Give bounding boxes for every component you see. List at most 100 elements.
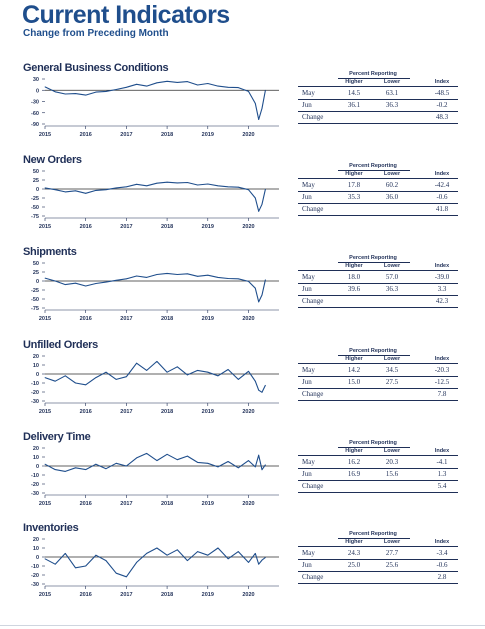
y-tick-label: -25 [31,196,39,202]
data-point [261,294,263,296]
y-tick-label: -30 [31,100,39,106]
data-point [166,453,168,455]
data-point [187,560,188,561]
column-lower: Lower [383,79,401,85]
may-higher-value: 14.5 [347,89,361,97]
change-index-value: 41.8 [435,205,449,213]
table-rule [298,492,458,493]
x-tick-label: 2016 [80,132,92,138]
indicator-panel: Unfilled Orders 20 10 0 -10 -20 -30 2015 2016 201… [0,339,485,425]
column-lower: Lower [383,448,401,454]
x-tick-label: 2018 [161,316,173,322]
data-point [217,547,219,549]
data-point [115,379,117,380]
table-rule [298,111,458,112]
data-point [176,182,178,184]
x-tick-label: 2017 [120,316,132,322]
data-point [64,553,66,554]
column-higher: Higher [345,79,363,85]
x-tick-label: 2017 [120,224,132,230]
data-point [265,279,266,281]
data-point [207,462,209,464]
data-point [227,186,229,188]
x-tick-label: 2018 [161,501,173,507]
column-index: Index [434,79,450,85]
data-point [105,468,107,470]
column-index: Index [434,448,450,454]
data-point [197,275,199,277]
data-point [156,274,158,275]
data-point [227,558,229,560]
may-index-value: -42.4 [434,181,450,189]
table-rule [298,546,458,547]
data-point [254,197,256,199]
y-tick-label: 10 [33,546,39,552]
may-index-value: -20.3 [434,366,450,374]
data-point [105,189,107,191]
table-rule [298,295,458,296]
data-point [254,102,256,104]
x-tick-label: 2018 [161,409,173,415]
data-point [75,282,76,284]
x-tick-label: 2020 [242,409,254,415]
data-point [265,188,266,190]
data-point [265,557,266,558]
y-tick-label: 0 [36,555,39,561]
indicator-panel: Delivery Time 20 10 0 -10 -20 -30 2015 2016 2017 2… [0,431,485,517]
data-point [95,190,97,191]
x-tick-label: 2020 [242,501,254,507]
data-point [105,281,107,283]
data-point [125,278,127,280]
y-tick-label: -10 [31,564,39,570]
data-point [146,453,148,454]
data-point [44,86,46,88]
table-rule [298,283,458,284]
y-tick-label: 30 [33,77,39,83]
row-label-may: May [302,89,315,97]
data-point [217,466,219,468]
data-point [176,274,178,275]
data-point [146,85,148,87]
jun-lower-value: 36.3 [385,285,399,293]
x-tick-label: 2020 [242,132,254,138]
jun-higher-value: 35.3 [347,193,361,201]
table-rule [298,583,458,584]
jun-higher-value: 39.6 [347,285,361,293]
bottom-divider [0,625,485,626]
change-index-value: 42.3 [435,297,449,305]
data-point [95,91,97,93]
x-tick-label: 2019 [202,592,214,598]
data-point [207,83,209,84]
chart-title: Unfilled Orders [23,339,98,351]
data-point [254,380,256,382]
table-rule [298,400,458,401]
table-rule [298,363,458,364]
data-point [105,90,107,92]
x-tick-label: 2017 [120,132,132,138]
data-point [156,460,158,461]
data-point [176,366,178,368]
data-point [125,376,127,378]
data-point [75,190,76,192]
data-point [44,558,46,560]
data-point [146,185,148,187]
y-tick-label: 20 [33,537,39,543]
y-tick-label: -10 [31,381,39,387]
change-index-value: 5.4 [437,482,447,490]
jun-higher-value: 15.0 [347,378,361,386]
data-point [207,371,209,373]
data-point [254,287,256,289]
x-tick-label: 2019 [202,224,214,230]
data-point [156,182,158,184]
data-point [248,370,249,372]
data-point [54,469,56,470]
column-index: Index [434,539,450,545]
data-point [146,553,148,554]
data-point [265,384,266,386]
data-point [136,562,137,563]
table-group-header: Percent Reporting [349,531,397,537]
table-group-header: Percent Reporting [349,71,397,77]
data-point [115,572,117,574]
row-label-may: May [302,273,315,281]
